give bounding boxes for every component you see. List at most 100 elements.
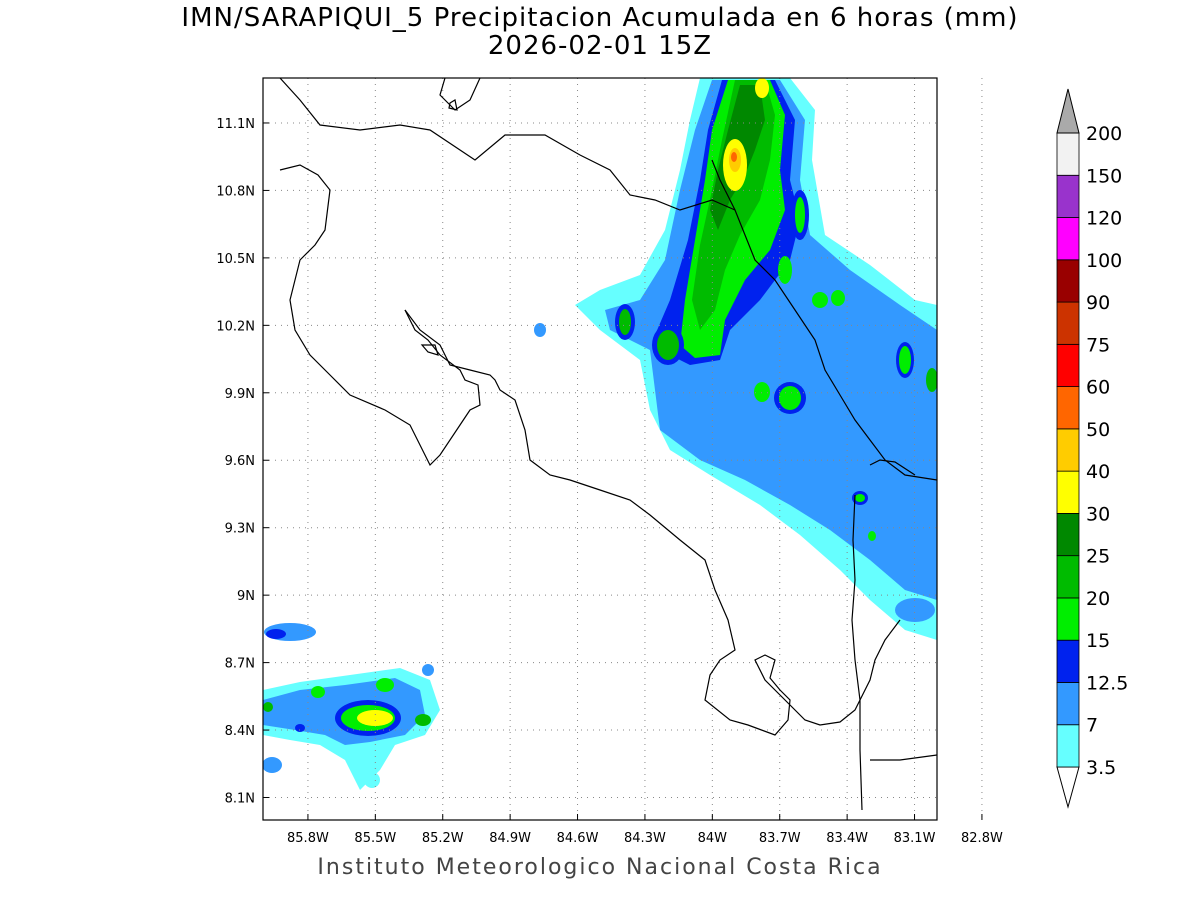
lat-tick-label: 9N [237,589,255,604]
colorbar-swatch [1056,513,1080,557]
colorbar-swatch [1056,682,1080,726]
precip-cell [263,757,282,773]
colorbar-label: 30 [1086,503,1110,525]
lat-tick-label: 11.1N [216,117,255,132]
lon-tick-label: 85.5W [354,831,396,846]
precip-cell [778,256,792,284]
precipitation-field [263,78,937,790]
precip-cell [795,197,805,233]
colorbar-swatch [1056,132,1080,176]
precip-cell [415,714,431,726]
colorbar-label: 12.5 [1086,672,1128,694]
page-title: IMN/SARAPIQUI_5 Precipitacion Acumulada … [181,3,1019,33]
lon-tick-label: 82.8W [961,831,1003,846]
precip-cell [899,346,911,374]
precip-cell [831,290,845,306]
precip-cell [266,629,286,639]
gulf-coast [404,309,901,736]
colorbar-label: 200 [1086,123,1122,145]
lat-tick-label: 9.3N [225,522,255,537]
colorbar-swatch [1056,301,1080,345]
colorbar-label: 3.5 [1086,757,1116,779]
colorbar-swatch [1056,555,1080,599]
colorbar-label: 15 [1086,630,1110,652]
bocas-coast [869,459,916,476]
colorbar-label: 50 [1086,419,1110,441]
precip-cell [263,702,273,712]
lat-tick-label: 8.7N [225,657,255,672]
panama-border [851,494,863,811]
precip-cell [295,724,305,732]
colorbar-over-arrow [1056,88,1080,134]
small-island [448,99,458,111]
colorbar-label: 90 [1086,292,1110,314]
coastlines [279,78,937,811]
colorbar: 3.5 7 12.5 15 20 25 30 40 50 60 75 90 100 120 150 200 [1056,88,1128,809]
precip-cell [364,772,380,788]
colorbar-swatch [1056,259,1080,303]
lon-tick-label: 84W [698,831,728,846]
lon-tick-label: 84.9W [489,831,531,846]
precip-cell [754,382,770,402]
colorbar-label: 7 [1086,715,1098,737]
lon-tick-label: 83.7W [759,831,801,846]
precip-cell [376,678,394,692]
page-subtitle: 2026-02-01 15Z [487,31,713,61]
precip-cell [812,292,828,308]
precip-band-medium [605,80,937,600]
caribbean-coast [711,159,937,481]
precip-cell [657,330,679,360]
nicaragua-border [279,78,736,211]
lon-tick-labels: 85.8W 85.5W 85.2W 84.9W 84.6W 84.3W 84W 83.7W 83… [287,814,1003,846]
colorbar-under-arrow [1056,766,1080,809]
colorbar-label: 100 [1086,250,1122,272]
lat-tick-label: 10.2N [216,319,255,334]
footer-credit: Instituto Meteorologico Nacional Costa R… [317,855,883,880]
colorbar-label: 40 [1086,461,1110,483]
lat-tick-label: 8.4N [225,724,255,739]
precip-core-red [731,152,737,162]
map-frame [262,77,938,821]
lon-tick-label: 83.1W [894,831,936,846]
sw-coast [870,754,937,761]
lat-lon-grid [263,78,983,820]
lon-tick-label: 84.6W [557,831,599,846]
precip-cell [855,494,865,502]
lat-tick-label: 8.1N [225,792,255,807]
colorbar-swatch [1056,174,1080,218]
lon-tick-label: 85.2W [422,831,464,846]
lon-tick-label: 83.4W [826,831,868,846]
colorbar-label: 20 [1086,588,1110,610]
precip-cell [895,598,935,622]
colorbar-swatch [1056,343,1080,388]
colorbar-label: 60 [1086,377,1110,399]
precip-cell [779,386,801,410]
small-island [420,344,439,356]
precip-cell [534,323,546,337]
colorbar-swatch [1056,470,1080,514]
precip-cell [422,664,434,676]
lat-tick-label: 9.6N [225,454,255,469]
colorbar-label: 120 [1086,208,1122,230]
colorbar-label: 25 [1086,546,1110,568]
nicoya-coast [279,164,481,467]
precip-cell [311,686,325,698]
lat-tick-labels: 11.1N 10.8N 10.5N 10.2N 9.9N 9.6N 9.3N 9N 8.7N 8.… [216,117,269,807]
colorbar-label: 75 [1086,334,1110,356]
lon-tick-label: 84.3W [624,831,666,846]
lat-tick-label: 10.8N [216,184,255,199]
colorbar-swatch [1056,597,1080,641]
lat-tick-label: 10.5N [216,252,255,267]
precip-cell [926,368,937,392]
colorbar-swatch [1056,428,1080,472]
lat-tick-label: 9.9N [225,387,255,402]
precip-cell [619,309,631,335]
precip-cell [755,78,769,98]
colorbar-swatch [1056,724,1080,768]
colorbar-swatch [1056,217,1080,261]
map-area: 85.8W 85.5W 85.2W 84.9W 84.6W 84.3W 84W 83.7W 83… [216,77,1003,846]
colorbar-swatch [1056,639,1080,683]
precip-cell [868,531,876,541]
colorbar-label: 150 [1086,165,1122,187]
